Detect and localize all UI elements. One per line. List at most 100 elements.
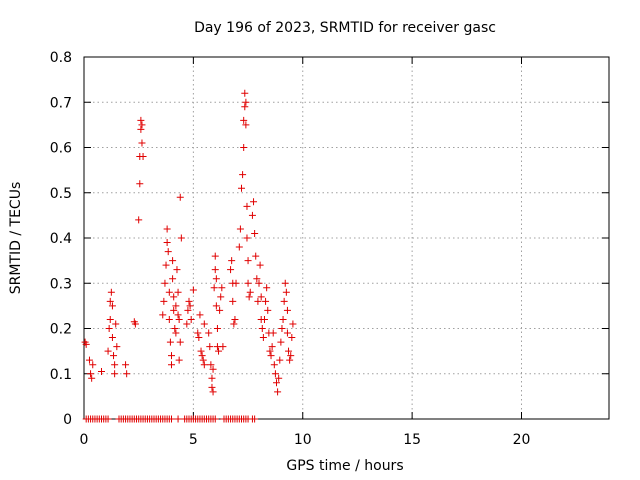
data-point <box>244 279 252 287</box>
data-point <box>266 347 274 355</box>
data-point <box>210 284 218 292</box>
data-point <box>196 311 204 319</box>
data-point <box>174 311 182 319</box>
data-point <box>194 329 202 337</box>
data-point <box>273 379 280 387</box>
data-point <box>112 320 120 328</box>
data-point <box>138 121 146 129</box>
data-point <box>82 340 90 348</box>
data-point <box>282 288 290 296</box>
data-point <box>267 352 275 360</box>
data-point <box>270 361 278 369</box>
data-point <box>111 361 119 369</box>
x-tick-label: 15 <box>403 432 421 448</box>
data-point <box>165 315 173 323</box>
data-point <box>98 367 105 375</box>
data-point <box>110 352 118 360</box>
data-point <box>211 252 219 260</box>
data-point <box>165 288 173 296</box>
data-point <box>219 343 227 351</box>
x-axis-label: GPS time / hours <box>286 458 403 474</box>
data-point <box>137 125 145 133</box>
data-point <box>253 275 261 283</box>
data-point <box>236 225 244 233</box>
data-point <box>169 275 177 283</box>
data-point <box>240 116 248 124</box>
data-point <box>176 193 184 201</box>
y-tick-label: 0.3 <box>50 276 72 292</box>
data-point <box>286 356 294 364</box>
data-point <box>106 297 114 305</box>
data-point <box>107 288 115 296</box>
data-point <box>254 297 262 305</box>
data-point <box>280 297 288 305</box>
data-point <box>135 216 143 224</box>
data-point <box>278 325 286 332</box>
data-point <box>108 334 116 342</box>
data-point <box>123 370 131 378</box>
data-point <box>283 329 291 337</box>
data-point <box>186 302 194 310</box>
data-point <box>215 347 223 355</box>
data-point <box>258 325 266 332</box>
data-point <box>271 370 279 378</box>
data-point <box>241 89 249 97</box>
data-point <box>217 293 225 301</box>
data-point <box>268 343 276 351</box>
data-point <box>281 279 289 287</box>
data-point <box>87 370 95 378</box>
data-point <box>276 356 284 364</box>
data-point <box>212 275 220 283</box>
data-point <box>105 325 113 332</box>
data-point <box>288 334 296 342</box>
data-point <box>187 315 195 323</box>
data-point <box>213 325 221 332</box>
data-point <box>231 315 239 323</box>
y-tick-label: 0.5 <box>50 186 72 202</box>
data-point <box>228 257 236 265</box>
data-point <box>131 320 139 328</box>
data-point <box>212 302 220 310</box>
data-point <box>277 338 285 346</box>
data-point <box>122 361 130 369</box>
data-point <box>285 347 293 355</box>
data-point <box>206 343 214 351</box>
data-point <box>246 288 254 296</box>
data-point <box>243 234 251 242</box>
data-point <box>251 229 259 237</box>
y-tick-labels: 0 0.1 0.2 0.3 0.4 0.5 0.6 0.7 0.8 <box>50 50 72 428</box>
data-point <box>250 198 258 206</box>
data-point <box>287 352 295 360</box>
data-point <box>163 239 171 247</box>
data-point <box>159 311 167 319</box>
data-point <box>184 306 192 314</box>
data-point <box>243 202 251 210</box>
data-point <box>185 297 193 305</box>
data-point <box>138 139 146 147</box>
x-tick-label: 20 <box>513 432 531 448</box>
data-point <box>275 374 283 382</box>
data-point <box>256 261 264 269</box>
data-point <box>245 293 253 301</box>
data-point <box>173 266 181 274</box>
y-tick-label: 0.7 <box>50 95 72 111</box>
data-point <box>209 388 217 396</box>
data-point <box>169 257 177 265</box>
data-point <box>88 374 96 382</box>
data-point <box>208 374 216 382</box>
data-point <box>164 248 172 256</box>
data-point <box>208 383 216 391</box>
data-point <box>259 334 267 342</box>
data-point <box>183 320 191 328</box>
data-point <box>177 234 185 242</box>
data-point <box>137 116 145 124</box>
x-tick-label: 5 <box>189 432 198 448</box>
data-point <box>171 325 179 332</box>
data-point <box>111 370 119 378</box>
data-point <box>166 338 174 346</box>
data-point <box>241 103 249 111</box>
data-point <box>139 153 147 161</box>
data-point <box>262 297 270 305</box>
data-point <box>289 320 297 328</box>
